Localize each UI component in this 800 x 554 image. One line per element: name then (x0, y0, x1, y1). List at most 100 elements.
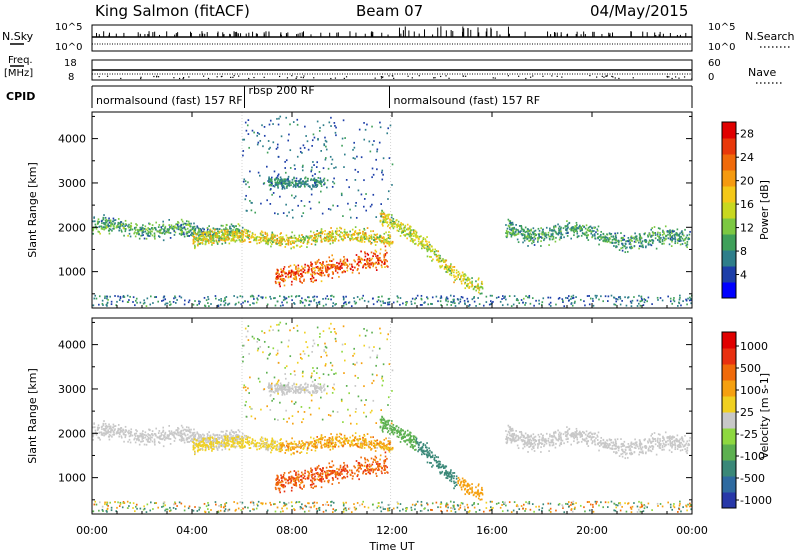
power-echo-cell (277, 174, 279, 177)
power-echo-cell (356, 296, 359, 298)
power-echo-cell (662, 231, 665, 234)
power-echo-cell (295, 275, 297, 278)
power-echo-cell (365, 267, 368, 269)
power-echo-cell (613, 245, 615, 247)
power-echo-cell (442, 261, 445, 264)
power-echo-cell (409, 235, 412, 238)
power-echo-cell (343, 301, 346, 304)
velocity-echo-cell (349, 443, 351, 446)
power-echo-cell (342, 295, 345, 298)
power-echo-cell (588, 295, 590, 297)
power-echo-cell (685, 299, 688, 302)
power-echo-cell (603, 239, 605, 242)
power-echo-cell (579, 227, 581, 230)
nave-dot (140, 77, 142, 80)
power-echo-cell (554, 225, 557, 228)
nsearch-label: N.Search (745, 30, 795, 43)
power-echo-cell (325, 303, 327, 306)
power-echo-cell (370, 235, 372, 238)
power-echo-cell (411, 297, 414, 300)
power-echo-cell (307, 241, 310, 244)
power-echo-cell (292, 237, 294, 239)
power-echo-cell (468, 285, 471, 288)
power-echo-cell (276, 180, 279, 183)
velocity-echo-cell (193, 431, 196, 434)
power-echo-cell (187, 220, 190, 223)
power-echo-cell (332, 302, 335, 305)
power-echo-cell (365, 193, 367, 195)
power-echo-cell (425, 247, 428, 250)
power-echo-cell (234, 235, 236, 238)
power-echo-cell (298, 236, 301, 239)
power-echo-cell (306, 140, 309, 143)
power-echo-cell (332, 258, 335, 261)
power-echo-cell (297, 270, 300, 273)
power-echo-cell (232, 239, 234, 242)
velocity-echo-cell (114, 428, 116, 431)
velocity-echo-cell (203, 434, 205, 437)
power-echo-cell (445, 296, 448, 299)
power-echo-cell (377, 296, 380, 299)
velocity-echo-cell (139, 434, 141, 437)
power-echo-cell (557, 233, 560, 236)
power-echo-cell (393, 221, 395, 223)
power-echo-cell (411, 240, 414, 242)
power-echo-cell (109, 295, 111, 298)
power-echo-cell (585, 224, 588, 227)
power-echo-cell (294, 180, 296, 182)
power-echo-cell (638, 241, 640, 244)
power-echo-cell (186, 231, 189, 233)
power-echo-cell (166, 302, 169, 305)
power-echo-cell (285, 159, 288, 162)
power-echo-cell (281, 274, 284, 277)
power-echo-cell (346, 266, 348, 269)
velocity-echo-cell (104, 422, 107, 425)
power-echo-cell (248, 186, 250, 188)
power-echo-cell (199, 233, 202, 236)
power-echo-cell (247, 236, 250, 239)
power-echo-cell (333, 182, 336, 185)
velocity-echo-cell (161, 438, 163, 441)
power-echo-cell (392, 217, 395, 220)
velocity-echo-cell (220, 430, 223, 433)
power-echo-cell (256, 143, 259, 146)
power-echo-cell (680, 231, 683, 234)
power-echo-cell (662, 229, 664, 232)
power-echo-cell (383, 232, 386, 235)
power-echo-cell (286, 273, 289, 276)
power-echo-cell (320, 274, 323, 277)
velocity-echo-cell (92, 426, 94, 429)
velocity-echo-cell (235, 434, 238, 437)
power-echo-cell (614, 303, 617, 306)
velocity-echo-cell (97, 436, 100, 439)
power-echo-cell (588, 230, 591, 233)
nave-dot (507, 75, 509, 77)
power-echo-cell (146, 229, 149, 232)
power-echo-cell (631, 237, 633, 240)
power-echo-cell (371, 125, 373, 128)
power-echo-cell (351, 271, 354, 274)
power-echo-cell (454, 302, 456, 305)
power-echo-cell (383, 238, 386, 241)
power-echo-cell (214, 233, 217, 235)
power-echo-cell (325, 145, 327, 148)
velocity-echo-cell (385, 437, 387, 440)
power-echo-cell (516, 297, 518, 300)
power-echo-cell (224, 232, 226, 235)
power-echo-cell (621, 249, 624, 252)
power-echo-cell (281, 273, 283, 276)
power-echo-cell (254, 211, 257, 214)
power-echo-cell (375, 216, 378, 218)
power-echo-cell (511, 233, 514, 235)
power-echo-cell (163, 233, 166, 235)
power-echo-cell (611, 242, 614, 244)
velocity-echo-cell (368, 443, 371, 446)
power-echo-cell (294, 273, 297, 276)
power-echo-cell (136, 301, 138, 304)
power-echo-cell (676, 228, 679, 231)
power-echo-cell (576, 236, 579, 239)
power-echo-cell (353, 237, 356, 240)
power-echo-cell (548, 235, 551, 238)
power-echo-cell (297, 239, 300, 241)
power-echo-cell (330, 295, 332, 297)
